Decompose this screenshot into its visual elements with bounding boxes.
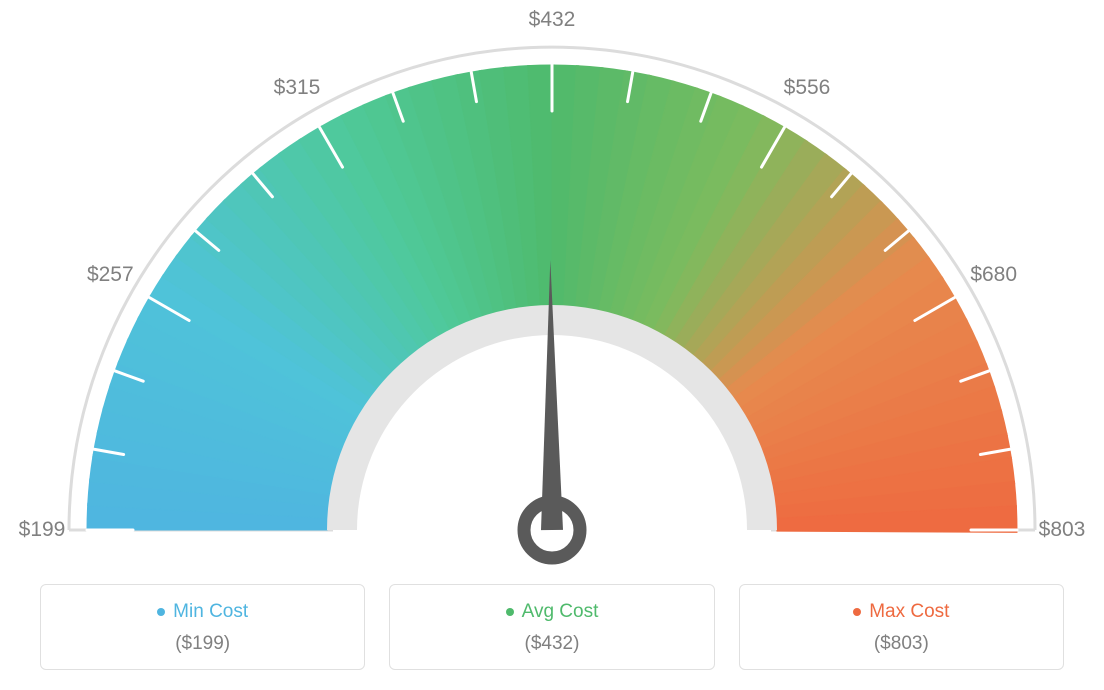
legend-card-avg: Avg Cost ($432) [389,584,714,670]
legend-title-avg: Avg Cost [506,601,599,623]
gauge-tick-label: $257 [87,263,134,287]
gauge-tick-label: $199 [19,518,66,542]
gauge-area: $199 $257 $315 $432 $556 $680 $803 [0,0,1104,570]
legend-title-text-min: Min Cost [173,601,248,623]
legend-title-max: Max Cost [853,601,949,623]
legend-value-min: ($199) [51,633,354,655]
legend-row: Min Cost ($199) Avg Cost ($432) Max Cost… [40,584,1064,670]
legend-card-min: Min Cost ($199) [40,584,365,670]
gauge-tick-label: $315 [274,76,321,100]
legend-value-avg: ($432) [400,633,703,655]
legend-title-min: Min Cost [157,601,248,623]
gauge-tick-label: $803 [1039,518,1086,542]
gauge-tick-label: $680 [970,263,1017,287]
legend-title-text-avg: Avg Cost [522,601,599,623]
legend-value-max: ($803) [750,633,1053,655]
legend-title-text-max: Max Cost [869,601,949,623]
gauge-tick-label: $432 [529,8,576,32]
legend-dot-max [853,608,861,616]
legend-dot-avg [506,608,514,616]
chart-container: $199 $257 $315 $432 $556 $680 $803 Min Cost ($… [0,0,1104,690]
gauge-tick-label: $556 [784,76,831,100]
legend-card-max: Max Cost ($803) [739,584,1064,670]
gauge-svg [0,0,1104,570]
legend-dot-min [157,608,165,616]
